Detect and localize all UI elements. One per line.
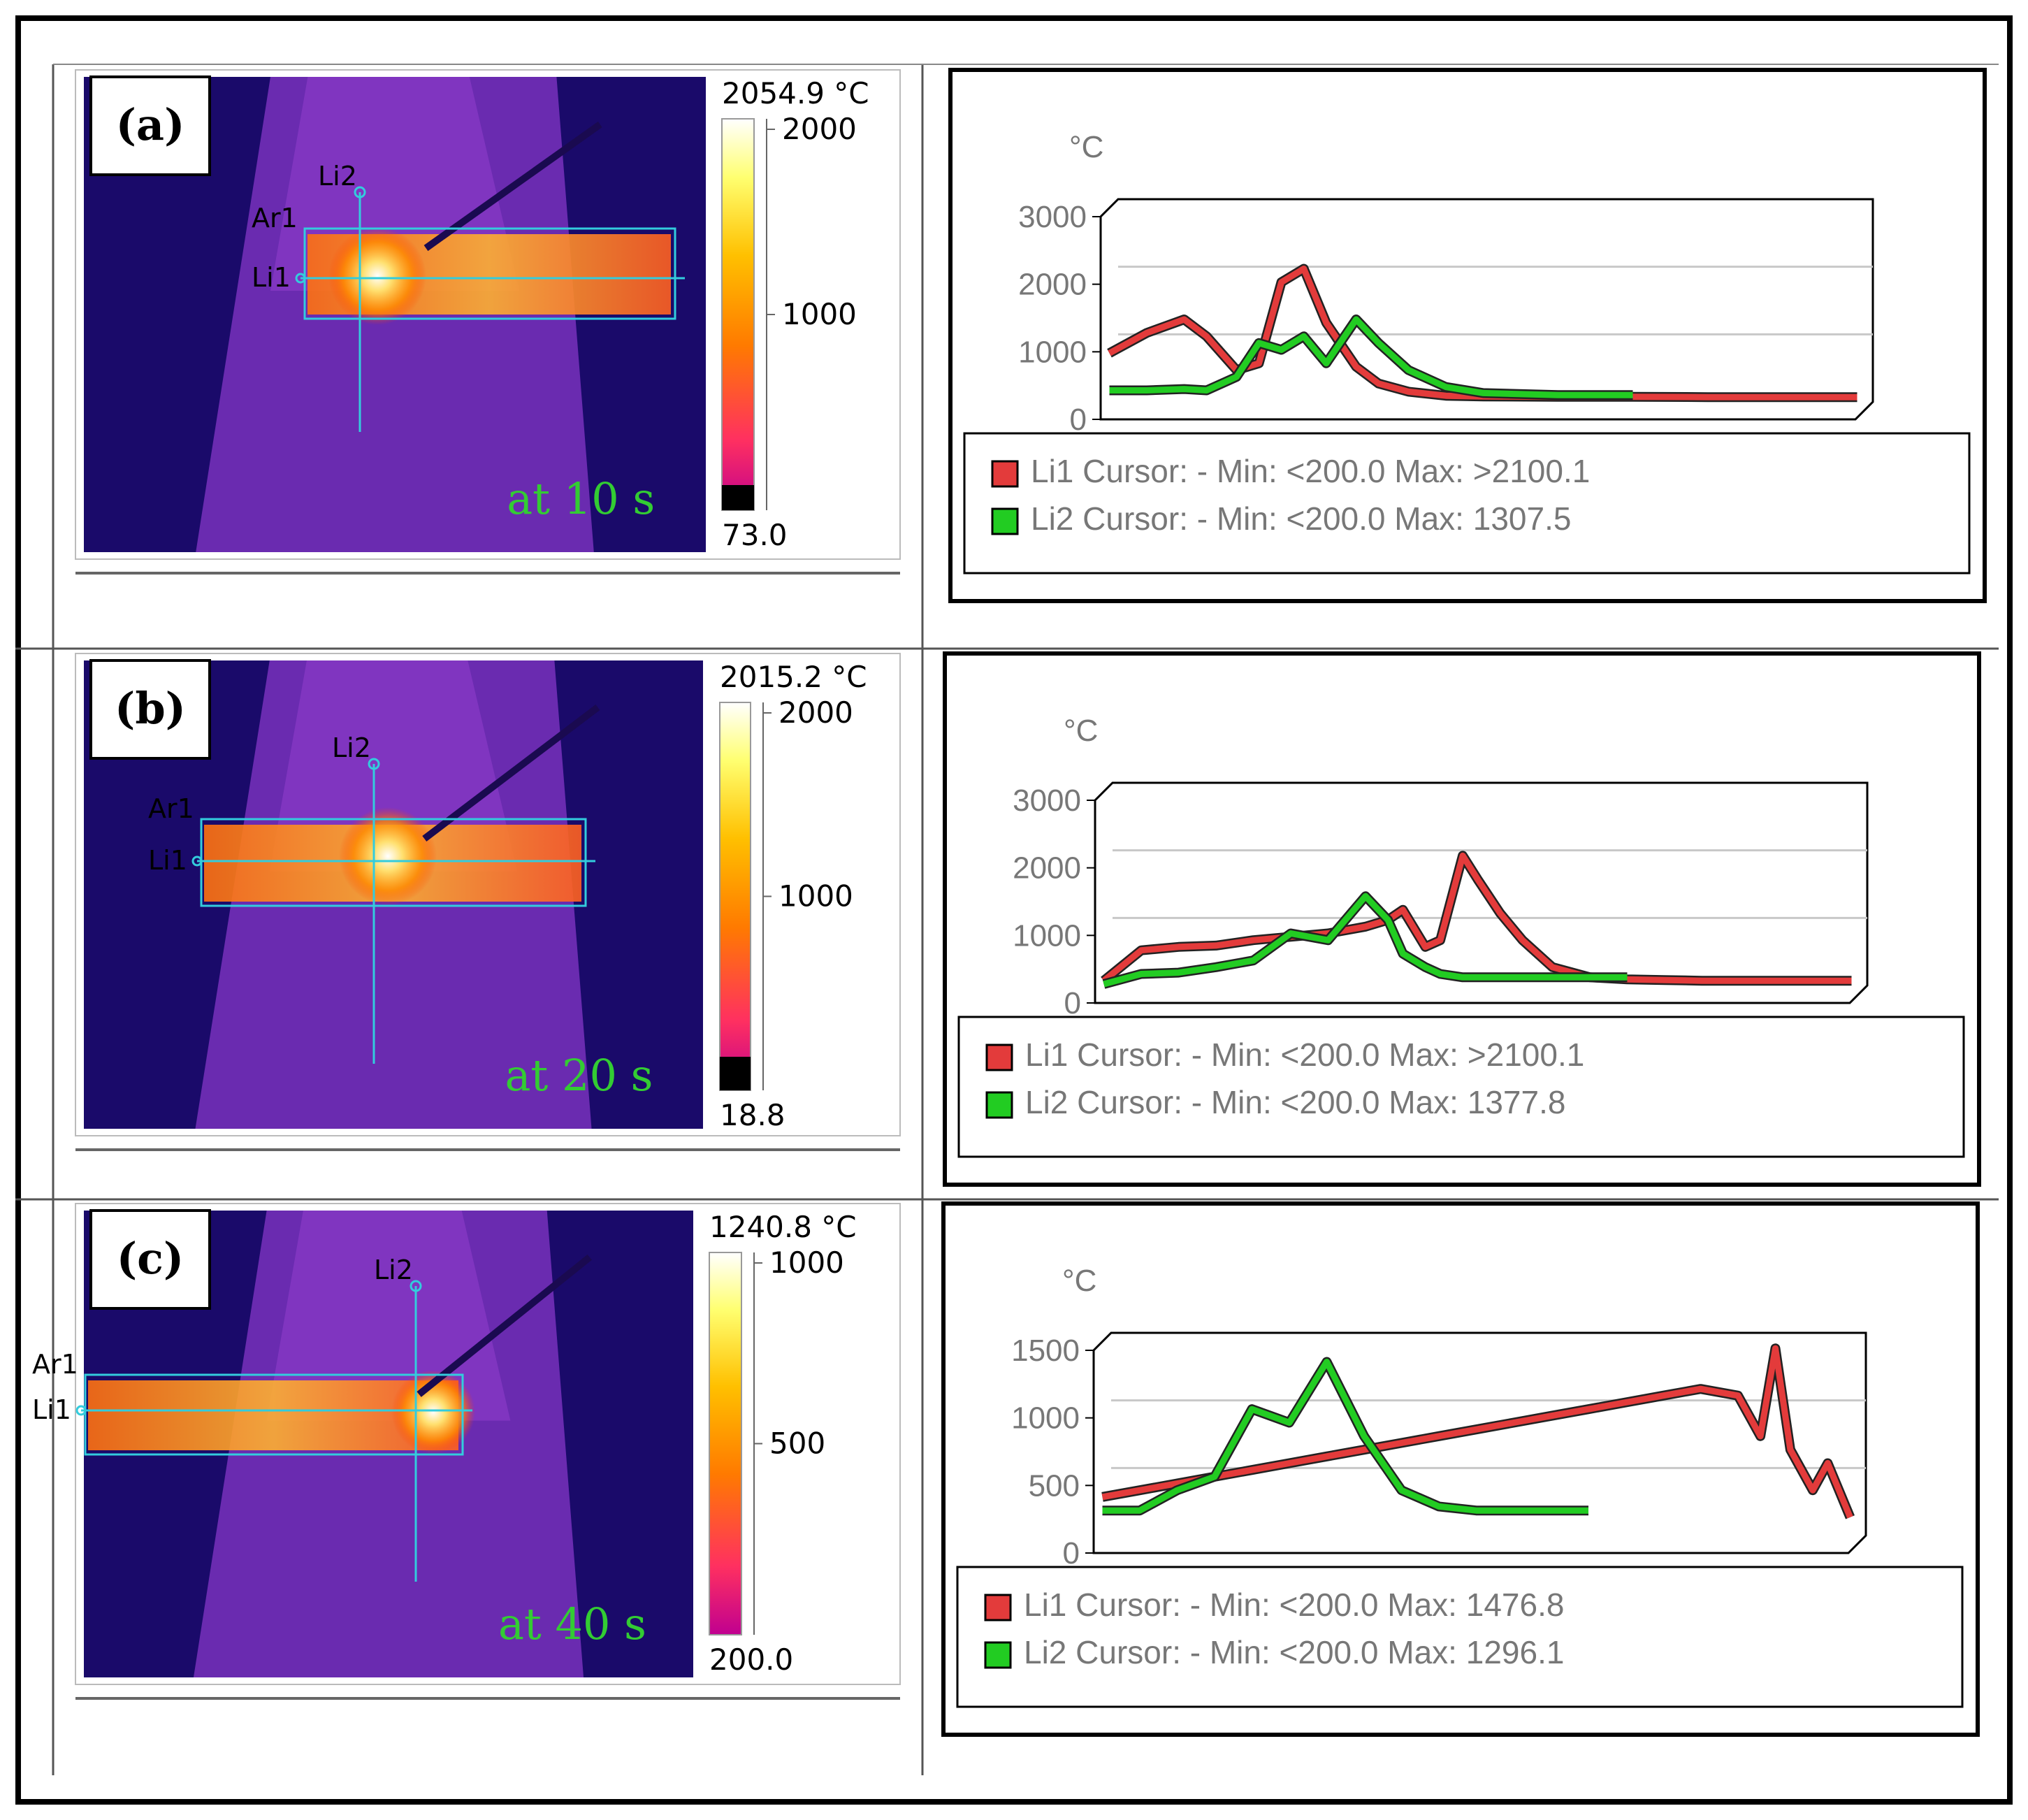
colorbar-tick-label: 1000: [778, 879, 853, 913]
colorbar-tick-label: 2000: [782, 112, 857, 146]
ytick-label: 1000: [1013, 918, 1081, 953]
ytick-label: 0: [1063, 1536, 1080, 1570]
colorbar: [719, 702, 751, 1091]
colorbar-below-range: [722, 485, 754, 510]
torch-line: [422, 705, 600, 842]
colorbar-min: 18.8: [720, 1098, 785, 1132]
legend-entry: Li1 Cursor: - Min: <200.0 Max: >2100.1: [1025, 1037, 1584, 1073]
ytick-label: 1000: [1018, 335, 1087, 369]
figure-frame: [15, 15, 2013, 1805]
ar1-marker: Ar1: [148, 793, 194, 824]
ytick-label: 2000: [1018, 268, 1087, 302]
colorbar-tick-label: 2000: [778, 695, 853, 730]
legend-swatch: [984, 1594, 1012, 1622]
series-li2-line: [1103, 893, 1628, 988]
legend-box: [956, 1566, 1964, 1708]
ytick-label: 500: [1029, 1468, 1080, 1503]
legend-entry: Li2 Cursor: - Min: <200.0 Max: 1307.5: [1031, 500, 1571, 537]
ar1-marker: Ar1: [32, 1349, 78, 1380]
li1-handle: [191, 855, 203, 867]
legend-swatch: [984, 1641, 1012, 1669]
panel-a: Li2 Ar1 Li1 at 10 s (a) 2054.9 °C 73.0 2000 1000…: [75, 68, 1987, 603]
thermal-image: Li2 Ar1 Li1 at 40 s: [32, 1211, 693, 1677]
series-li2-line: [1109, 316, 1633, 398]
thermal-image: Li2 Ar1 Li1 at 10 s: [84, 77, 706, 552]
panel-label-box: [89, 659, 211, 760]
colorbar-min: 73.0: [722, 518, 788, 552]
ytick-label: 3000: [1013, 783, 1081, 818]
hot-spot: [339, 807, 437, 905]
li2-handle: [368, 758, 380, 770]
colorbar-tick-label: 500: [769, 1427, 825, 1461]
legend-entry: Li1 Cursor: - Min: <200.0 Max: >2100.1: [1031, 453, 1590, 489]
legend-box: [957, 1016, 1965, 1158]
time-label: at 40 s: [498, 1598, 646, 1649]
torch-line: [417, 1254, 592, 1397]
legend-entry: Li2 Cursor: - Min: <200.0 Max: 1377.8: [1025, 1084, 1565, 1120]
colorbar-min: 200.0: [709, 1642, 793, 1677]
ytick-label: 3000: [1018, 200, 1087, 234]
hot-spot: [328, 227, 426, 325]
thermal-frame: [75, 1203, 901, 1685]
panel-label-box: [89, 1209, 211, 1310]
time-label: at 20 s: [505, 1050, 653, 1101]
legend-entry: Li2 Cursor: - Min: <200.0 Max: 1296.1: [1024, 1634, 1564, 1670]
ar1-marker: Ar1: [252, 203, 298, 233]
thermal-frame: [75, 653, 901, 1136]
series-li1-line: [1101, 1345, 1853, 1519]
li2-marker: Li2: [374, 1255, 413, 1285]
colorbar-max: 1240.8 °C: [709, 1210, 857, 1244]
time-label: at 10 s: [507, 473, 655, 524]
colorbar-tick-label: 1000: [782, 297, 857, 331]
legend-swatch: [991, 507, 1019, 535]
li1-marker: Li1: [252, 262, 291, 293]
panel-label: (b): [115, 683, 186, 734]
colorbar: [721, 118, 755, 511]
li2-handle: [410, 1280, 422, 1292]
ytick-label: 2000: [1013, 851, 1081, 886]
legend-swatch: [985, 1091, 1013, 1119]
panel-c: Li2 Ar1 Li1 at 40 s (c) 1240.8 °C 200.0 1000 500…: [32, 1201, 1980, 1737]
thermal-frame: [75, 69, 901, 560]
panel-b: Li2 Ar1 Li1 at 20 s (b) 2015.2 °C 18.8 2000 1000…: [75, 651, 1981, 1187]
ar1-box: [84, 1373, 464, 1456]
hot-spot: [391, 1370, 475, 1454]
y-unit: °C: [1064, 714, 1098, 748]
legend-swatch: [991, 460, 1019, 488]
panel-label: (a): [116, 99, 185, 150]
y-unit: °C: [1062, 1264, 1096, 1298]
legend-entry: Li1 Cursor: - Min: <200.0 Max: 1476.8: [1024, 1587, 1564, 1623]
series-li2-line: [1102, 1359, 1588, 1514]
ytick-label: 0: [1064, 986, 1081, 1020]
li1-handle: [75, 1405, 87, 1416]
ytick-label: 1500: [1011, 1334, 1080, 1368]
colorbar-max: 2054.9 °C: [722, 76, 869, 110]
li2-marker: Li2: [332, 732, 371, 763]
panel-label-box: [89, 75, 211, 176]
colorbar-tick-label: 1000: [769, 1245, 844, 1280]
li1-marker: Li1: [148, 845, 187, 876]
colorbar-below-range: [720, 1057, 751, 1090]
colorbar-max: 2015.2 °C: [720, 660, 867, 694]
colorbar: [709, 1252, 742, 1635]
ar1-box: [303, 227, 676, 320]
li2-handle: [354, 186, 366, 198]
series-li1-line: [1101, 852, 1852, 984]
y-unit: °C: [1069, 130, 1103, 164]
ytick-label: 0: [1070, 403, 1087, 437]
panel-label: (c): [117, 1233, 184, 1284]
li1-marker: Li1: [32, 1394, 71, 1425]
li2-marker: Li2: [318, 161, 357, 192]
ytick-label: 1000: [1011, 1401, 1080, 1436]
li1-handle: [295, 273, 306, 284]
legend-swatch: [985, 1043, 1013, 1071]
legend-box: [963, 432, 1971, 575]
plot-frame: [1092, 1331, 1867, 1554]
